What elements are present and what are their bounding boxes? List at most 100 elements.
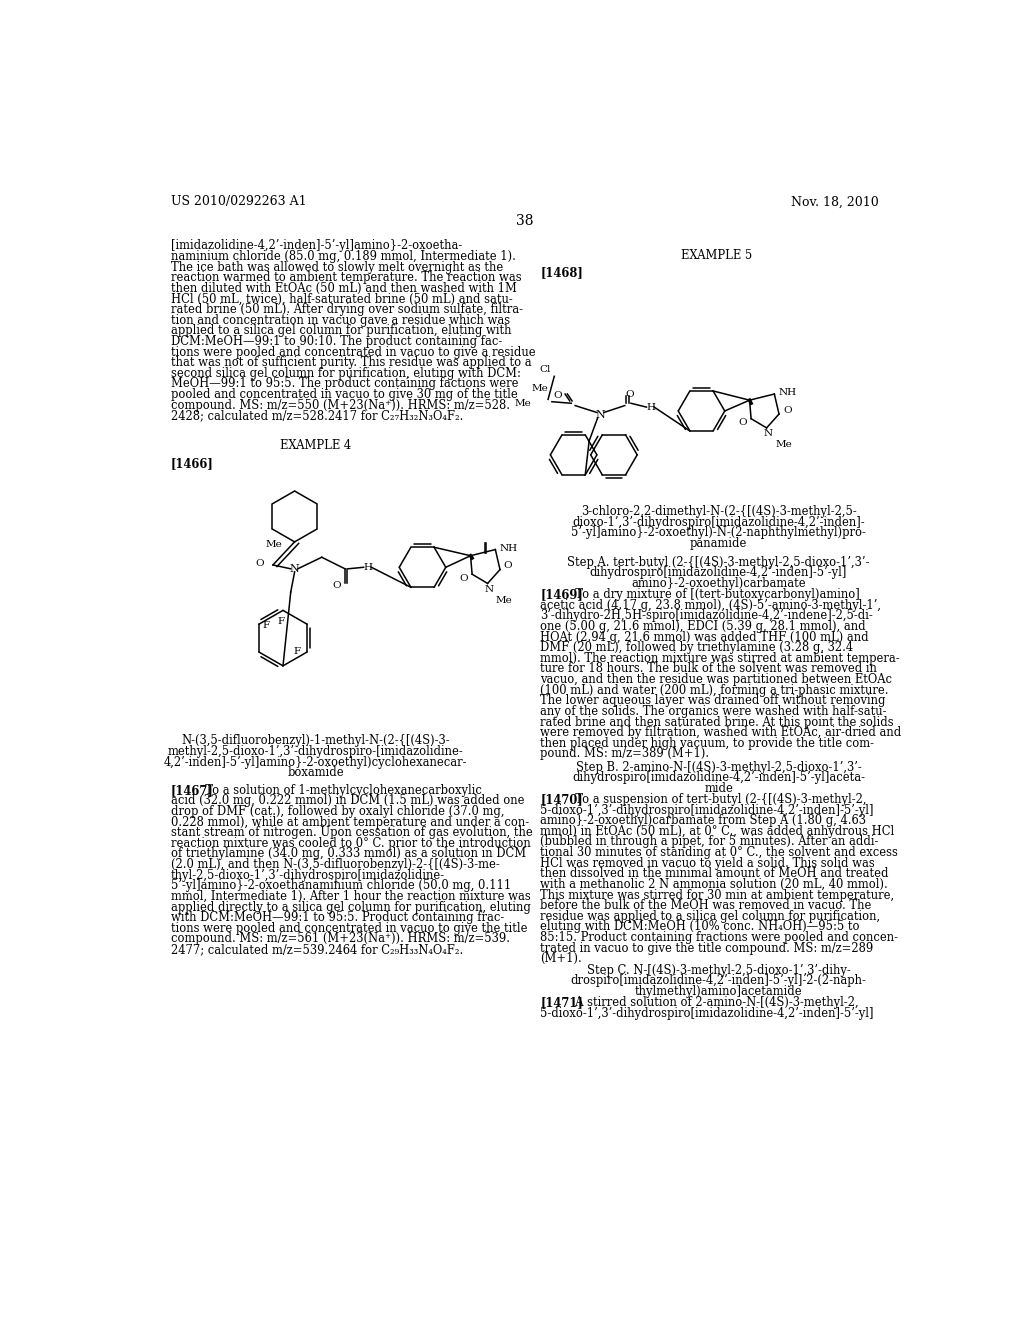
Text: O: O bbox=[625, 389, 634, 399]
Text: reaction warmed to ambient temperature. The reaction was: reaction warmed to ambient temperature. … bbox=[171, 271, 521, 284]
Text: N-(3,5-difluorobenzyl)-1-methyl-N-(2-{[(4S)-3-: N-(3,5-difluorobenzyl)-1-methyl-N-(2-{[(… bbox=[181, 734, 450, 747]
Text: 4,2’-inden]-5’-yl]amino}-2-oxoethyl)cyclohexanecar-: 4,2’-inden]-5’-yl]amino}-2-oxoethyl)cycl… bbox=[164, 755, 467, 768]
Text: O: O bbox=[738, 418, 748, 426]
Text: HCl (50 mL, twice), half-saturated brine (50 mL) and satu-: HCl (50 mL, twice), half-saturated brine… bbox=[171, 293, 512, 305]
Text: before the bulk of the MeOH was removed in vacuo. The: before the bulk of the MeOH was removed … bbox=[541, 899, 871, 912]
Text: rated brine (50 mL). After drying over sodium sulfate, filtra-: rated brine (50 mL). After drying over s… bbox=[171, 304, 522, 315]
Text: 0.228 mmol), while at ambient temperature and under a con-: 0.228 mmol), while at ambient temperatur… bbox=[171, 816, 528, 829]
Text: N: N bbox=[290, 564, 299, 574]
Text: then placed under high vacuum, to provide the title com-: then placed under high vacuum, to provid… bbox=[541, 737, 874, 750]
Text: MeOH—99:1 to 95:5. The product containing factions were: MeOH—99:1 to 95:5. The product containin… bbox=[171, 378, 518, 391]
Text: This mixture was stirred for 30 min at ambient temperature,: This mixture was stirred for 30 min at a… bbox=[541, 888, 894, 902]
Text: amino}-2-oxoethyl)carbamate from Step A (1.80 g, 4.63: amino}-2-oxoethyl)carbamate from Step A … bbox=[541, 814, 866, 828]
Text: (100 mL) and water (200 mL), forming a tri-phasic mixture.: (100 mL) and water (200 mL), forming a t… bbox=[541, 684, 889, 697]
Text: thyl-2,5-dioxo-1’,3’-dihydrospiro[imidazolidine-: thyl-2,5-dioxo-1’,3’-dihydrospiro[imidaz… bbox=[171, 869, 444, 882]
Text: drospiro[imidazolidine-4,2’-inden]-5’-yl]-2-(2-naph-: drospiro[imidazolidine-4,2’-inden]-5’-yl… bbox=[570, 974, 866, 987]
Text: Me: Me bbox=[514, 399, 531, 408]
Text: tions were pooled and concentrated in vacuo to give a residue: tions were pooled and concentrated in va… bbox=[171, 346, 536, 359]
Text: stant stream of nitrogen. Upon cessation of gas evolution, the: stant stream of nitrogen. Upon cessation… bbox=[171, 826, 532, 840]
Text: [1468]: [1468] bbox=[541, 267, 584, 280]
Text: rated brine and then saturated brine. At this point the solids: rated brine and then saturated brine. At… bbox=[541, 715, 894, 729]
Text: (2.0 mL), and then N-(3,5-difluorobenzyl)-2-{[(4S)-3-me-: (2.0 mL), and then N-(3,5-difluorobenzyl… bbox=[171, 858, 500, 871]
Text: 5-dioxo-1’,3’-dihydrospiro[imidazolidine-4,2’-inden]-5’-yl]: 5-dioxo-1’,3’-dihydrospiro[imidazolidine… bbox=[541, 804, 873, 817]
Text: then diluted with EtOAc (50 mL) and then washed with 1M: then diluted with EtOAc (50 mL) and then… bbox=[171, 281, 516, 294]
Text: To a suspension of tert-butyl (2-{[(4S)-3-methyl-2,: To a suspension of tert-butyl (2-{[(4S)-… bbox=[568, 793, 866, 807]
Text: then dissolved in the minimal amount of MeOH and treated: then dissolved in the minimal amount of … bbox=[541, 867, 889, 880]
Text: acid (32.0 mg, 0.222 mmol) in DCM (1.5 mL) was added one: acid (32.0 mg, 0.222 mmol) in DCM (1.5 m… bbox=[171, 795, 524, 808]
Text: tions were pooled and concentrated in vacuo to give the title: tions were pooled and concentrated in va… bbox=[171, 921, 527, 935]
Text: panamide: panamide bbox=[690, 537, 748, 549]
Text: EXAMPLE 5: EXAMPLE 5 bbox=[681, 249, 753, 263]
Text: with DCM:MeOH—99:1 to 95:5. Product containing frac-: with DCM:MeOH—99:1 to 95:5. Product cont… bbox=[171, 911, 504, 924]
Text: O: O bbox=[504, 561, 512, 570]
Text: F: F bbox=[263, 622, 270, 630]
Text: dihydrospiro[imidazolidine-4,2’-inden]-5’-yl]: dihydrospiro[imidazolidine-4,2’-inden]-5… bbox=[590, 566, 847, 579]
Text: mide: mide bbox=[705, 781, 733, 795]
Text: Me: Me bbox=[776, 441, 793, 449]
Text: NH: NH bbox=[500, 544, 517, 553]
Text: O: O bbox=[783, 405, 792, 414]
Text: O: O bbox=[553, 391, 562, 400]
Text: vacuo, and then the residue was partitioned between EtOAc: vacuo, and then the residue was partitio… bbox=[541, 673, 892, 686]
Text: trated in vacuo to give the title compound. MS: m/z=289: trated in vacuo to give the title compou… bbox=[541, 941, 873, 954]
Text: Nov. 18, 2010: Nov. 18, 2010 bbox=[792, 195, 879, 209]
Text: 5-dioxo-1’,3’-dihydrospiro[imidazolidine-4,2’-inden]-5’-yl]: 5-dioxo-1’,3’-dihydrospiro[imidazolidine… bbox=[541, 1007, 873, 1020]
Text: compound. MS: m/z=550 (M+23(Na⁺)). HRMS: m/z=528.: compound. MS: m/z=550 (M+23(Na⁺)). HRMS:… bbox=[171, 399, 510, 412]
Text: thylmethyl)amino]acetamide: thylmethyl)amino]acetamide bbox=[635, 985, 803, 998]
Text: one (5.00 g, 21.6 mmol), EDCI (5.39 g, 28.1 mmol), and: one (5.00 g, 21.6 mmol), EDCI (5.39 g, 2… bbox=[541, 620, 866, 632]
Text: second silica gel column for purification, eluting with DCM:: second silica gel column for purificatio… bbox=[171, 367, 520, 380]
Text: Step A. tert-butyl (2-{[(4S)-3-methyl-2,5-dioxo-1’,3’-: Step A. tert-butyl (2-{[(4S)-3-methyl-2,… bbox=[567, 556, 869, 569]
Text: [1467]: [1467] bbox=[171, 784, 213, 797]
Text: reaction mixture was cooled to 0° C. prior to the introduction: reaction mixture was cooled to 0° C. pri… bbox=[171, 837, 530, 850]
Text: amino}-2-oxoethyl)carbamate: amino}-2-oxoethyl)carbamate bbox=[631, 577, 806, 590]
Text: A stirred solution of 2-amino-N-[(4S)-3-methyl-2,: A stirred solution of 2-amino-N-[(4S)-3-… bbox=[568, 997, 859, 1010]
Text: N: N bbox=[764, 429, 773, 438]
Text: NH: NH bbox=[778, 388, 797, 397]
Text: boxamide: boxamide bbox=[288, 766, 344, 779]
Text: applied to a silica gel column for purification, eluting with: applied to a silica gel column for purif… bbox=[171, 325, 511, 337]
Text: The lower aqueous layer was drained off without removing: The lower aqueous layer was drained off … bbox=[541, 694, 886, 708]
Text: [1470]: [1470] bbox=[541, 793, 583, 807]
Text: 3-chloro-2,2-dimethyl-N-(2-{[(4S)-3-methyl-2,5-: 3-chloro-2,2-dimethyl-N-(2-{[(4S)-3-meth… bbox=[581, 506, 856, 517]
Text: US 2010/0292263 A1: US 2010/0292263 A1 bbox=[171, 195, 306, 209]
Text: O: O bbox=[255, 558, 263, 568]
Text: H: H bbox=[646, 403, 655, 412]
Text: were removed by filtration, washed with EtOAc, air-dried and: were removed by filtration, washed with … bbox=[541, 726, 901, 739]
Text: compound. MS: m/z=561 (M+23(Na⁺)). HRMS: m/z=539.: compound. MS: m/z=561 (M+23(Na⁺)). HRMS:… bbox=[171, 932, 510, 945]
Text: 2428; calculated m/z=528.2417 for C₂₇H₃₂N₃O₄F₂.: 2428; calculated m/z=528.2417 for C₂₇H₃₂… bbox=[171, 409, 463, 422]
Text: applied directly to a silica gel column for purification, eluting: applied directly to a silica gel column … bbox=[171, 900, 530, 913]
Text: O: O bbox=[460, 574, 468, 582]
Text: Step C. N-[(4S)-3-methyl-2,5-dioxo-1’,3’-dihy-: Step C. N-[(4S)-3-methyl-2,5-dioxo-1’,3’… bbox=[587, 964, 850, 977]
Text: acetic acid (4.17 g, 23.8 mmol), (4S)-5’-amino-3-methyl-1’,: acetic acid (4.17 g, 23.8 mmol), (4S)-5’… bbox=[541, 599, 882, 611]
Text: tional 30 minutes of standing at 0° C., the solvent and excess: tional 30 minutes of standing at 0° C., … bbox=[541, 846, 898, 859]
Text: 5’-yl]amino}-2-oxoethyl)-N-(2-naphthylmethyl)pro-: 5’-yl]amino}-2-oxoethyl)-N-(2-naphthylme… bbox=[571, 527, 866, 539]
Text: of triethylamine (34.0 mg, 0.333 mmol) as a solution in DCM: of triethylamine (34.0 mg, 0.333 mmol) a… bbox=[171, 847, 525, 861]
Text: HOAt (2.94 g, 21.6 mmol) was added THF (100 mL) and: HOAt (2.94 g, 21.6 mmol) was added THF (… bbox=[541, 631, 869, 644]
Text: [1469]: [1469] bbox=[541, 589, 584, 601]
Text: (M+1).: (M+1). bbox=[541, 952, 582, 965]
Text: 5’-yl]amino}-2-oxoethanaminium chloride (50.0 mg, 0.111: 5’-yl]amino}-2-oxoethanaminium chloride … bbox=[171, 879, 511, 892]
Text: To a dry mixture of [(tert-butoxycarbonyl)amino]: To a dry mixture of [(tert-butoxycarbony… bbox=[568, 589, 860, 601]
Text: Me: Me bbox=[265, 540, 282, 549]
Text: pound. MS: m/z=389 (M+1).: pound. MS: m/z=389 (M+1). bbox=[541, 747, 710, 760]
Text: DCM:MeOH—99:1 to 90:10. The product containing fac-: DCM:MeOH—99:1 to 90:10. The product cont… bbox=[171, 335, 502, 348]
Text: F: F bbox=[278, 616, 285, 626]
Text: drop of DMF (cat.), followed by oxalyl chloride (37.0 mg,: drop of DMF (cat.), followed by oxalyl c… bbox=[171, 805, 504, 818]
Text: residue was applied to a silica gel column for purification,: residue was applied to a silica gel colu… bbox=[541, 909, 881, 923]
Text: dioxo-1’,3’-dihydrospiro[imidazolidine-4,2’-inden]-: dioxo-1’,3’-dihydrospiro[imidazolidine-4… bbox=[572, 516, 865, 528]
Text: 3’-dihydro-2H,5H-spiro[imidazolidine-4,2’-indene]-2,5-di-: 3’-dihydro-2H,5H-spiro[imidazolidine-4,2… bbox=[541, 610, 873, 622]
Text: O: O bbox=[333, 581, 341, 590]
Text: (bubbled in through a pipet, for 5 minutes). After an addi-: (bubbled in through a pipet, for 5 minut… bbox=[541, 836, 879, 849]
Text: 38: 38 bbox=[516, 214, 534, 228]
Text: ture for 18 hours. The bulk of the solvent was removed in: ture for 18 hours. The bulk of the solve… bbox=[541, 663, 878, 676]
Text: eluting with DCM:MeOH (10% conc. NH₄OH)—95:5 to: eluting with DCM:MeOH (10% conc. NH₄OH)—… bbox=[541, 920, 860, 933]
Text: DMF (20 mL), followed by triethylamine (3.28 g, 32.4: DMF (20 mL), followed by triethylamine (… bbox=[541, 642, 853, 655]
Text: that was not of sufficient purity. This residue was applied to a: that was not of sufficient purity. This … bbox=[171, 356, 531, 370]
Text: [1471]: [1471] bbox=[541, 997, 584, 1010]
Text: [1466]: [1466] bbox=[171, 457, 213, 470]
Text: mmol, Intermediate 1). After 1 hour the reaction mixture was: mmol, Intermediate 1). After 1 hour the … bbox=[171, 890, 530, 903]
Text: mmol) in EtOAc (50 mL), at 0° C., was added anhydrous HCl: mmol) in EtOAc (50 mL), at 0° C., was ad… bbox=[541, 825, 895, 838]
Text: Cl: Cl bbox=[539, 364, 550, 374]
Text: Me: Me bbox=[496, 595, 512, 605]
Text: naminium chloride (85.0 mg, 0.189 mmol, Intermediate 1).: naminium chloride (85.0 mg, 0.189 mmol, … bbox=[171, 249, 515, 263]
